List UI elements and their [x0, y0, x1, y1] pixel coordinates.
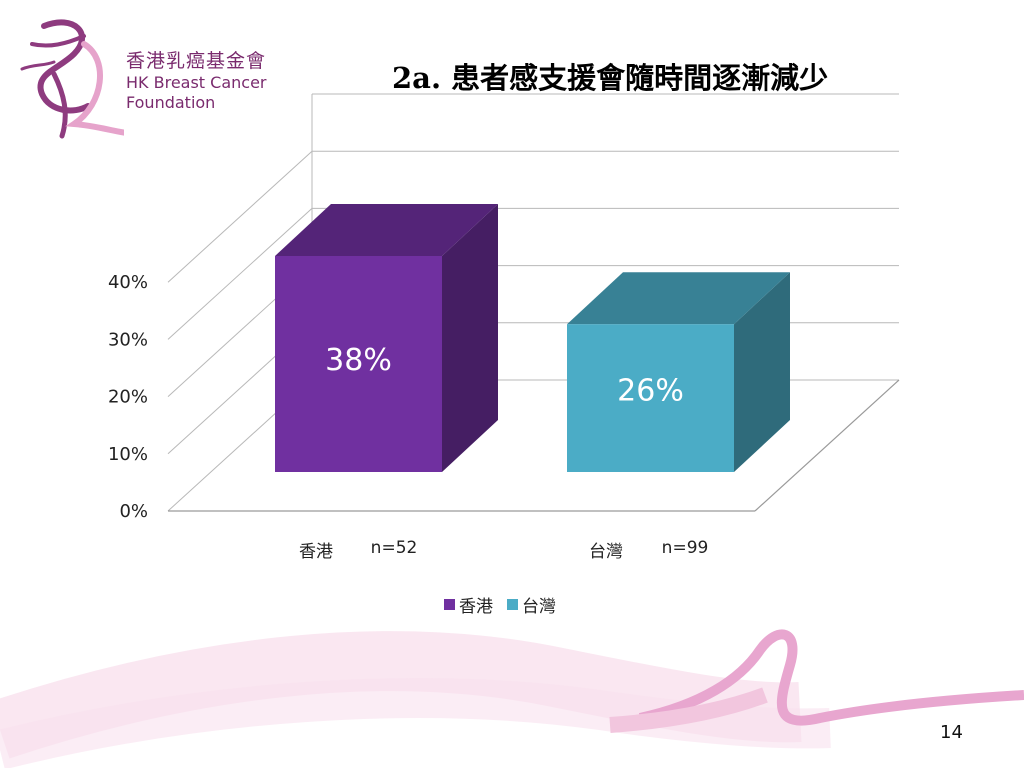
logo-name-english-line1: HK Breast Cancer	[126, 73, 267, 92]
slide-title: 2a. 患者感支援會隨時間逐漸減少	[392, 61, 829, 95]
y-tick-label: 10%	[108, 444, 148, 465]
bar-side-1	[734, 272, 790, 472]
legend-item-hong-kong: 香港	[444, 592, 493, 617]
pink-ribbon-decoration	[0, 629, 1024, 768]
sample-size-label: n=52	[371, 538, 418, 558]
legend-label-hong-kong: 香港	[459, 597, 493, 617]
bar-chart-3d: 0% 10% 20% 30% 40% 38% 26% 香港 n=52 台灣 n=99	[108, 93, 900, 562]
legend-item-taiwan: 台灣	[507, 592, 556, 617]
y-tick-label: 0%	[119, 501, 148, 522]
page-number: 14	[940, 722, 963, 743]
bar-side-0	[442, 204, 498, 472]
x-category-label: 台灣	[589, 542, 623, 562]
bar-top-0	[275, 204, 498, 256]
ribbon-logo-icon	[20, 19, 124, 139]
legend-swatch-taiwan	[507, 599, 518, 610]
bar-front-1	[567, 324, 734, 472]
chart-legend: 香港 台灣	[444, 592, 556, 617]
logo-name-chinese: 香港乳癌基金會	[126, 50, 267, 72]
floor-right-edge	[754, 379, 900, 512]
x-category-label: 香港	[299, 542, 333, 562]
logo: 香港乳癌基金會 HK Breast Cancer Foundation	[14, 14, 284, 144]
y-tick-label: 20%	[108, 387, 148, 408]
bar-top-1	[567, 272, 790, 325]
logo-name-english-line2: Foundation	[126, 93, 216, 112]
data-label: 26%	[617, 373, 684, 408]
gridline-side	[167, 208, 313, 340]
data-label: 38%	[325, 343, 392, 378]
sample-size-label: n=99	[662, 538, 709, 558]
legend-swatch-hong-kong	[444, 599, 455, 610]
bar-front-0	[275, 256, 442, 472]
legend-label-taiwan: 台灣	[522, 597, 556, 617]
y-tick-label: 30%	[108, 329, 148, 350]
y-tick-label: 40%	[108, 272, 148, 293]
gridline-side	[167, 150, 313, 283]
